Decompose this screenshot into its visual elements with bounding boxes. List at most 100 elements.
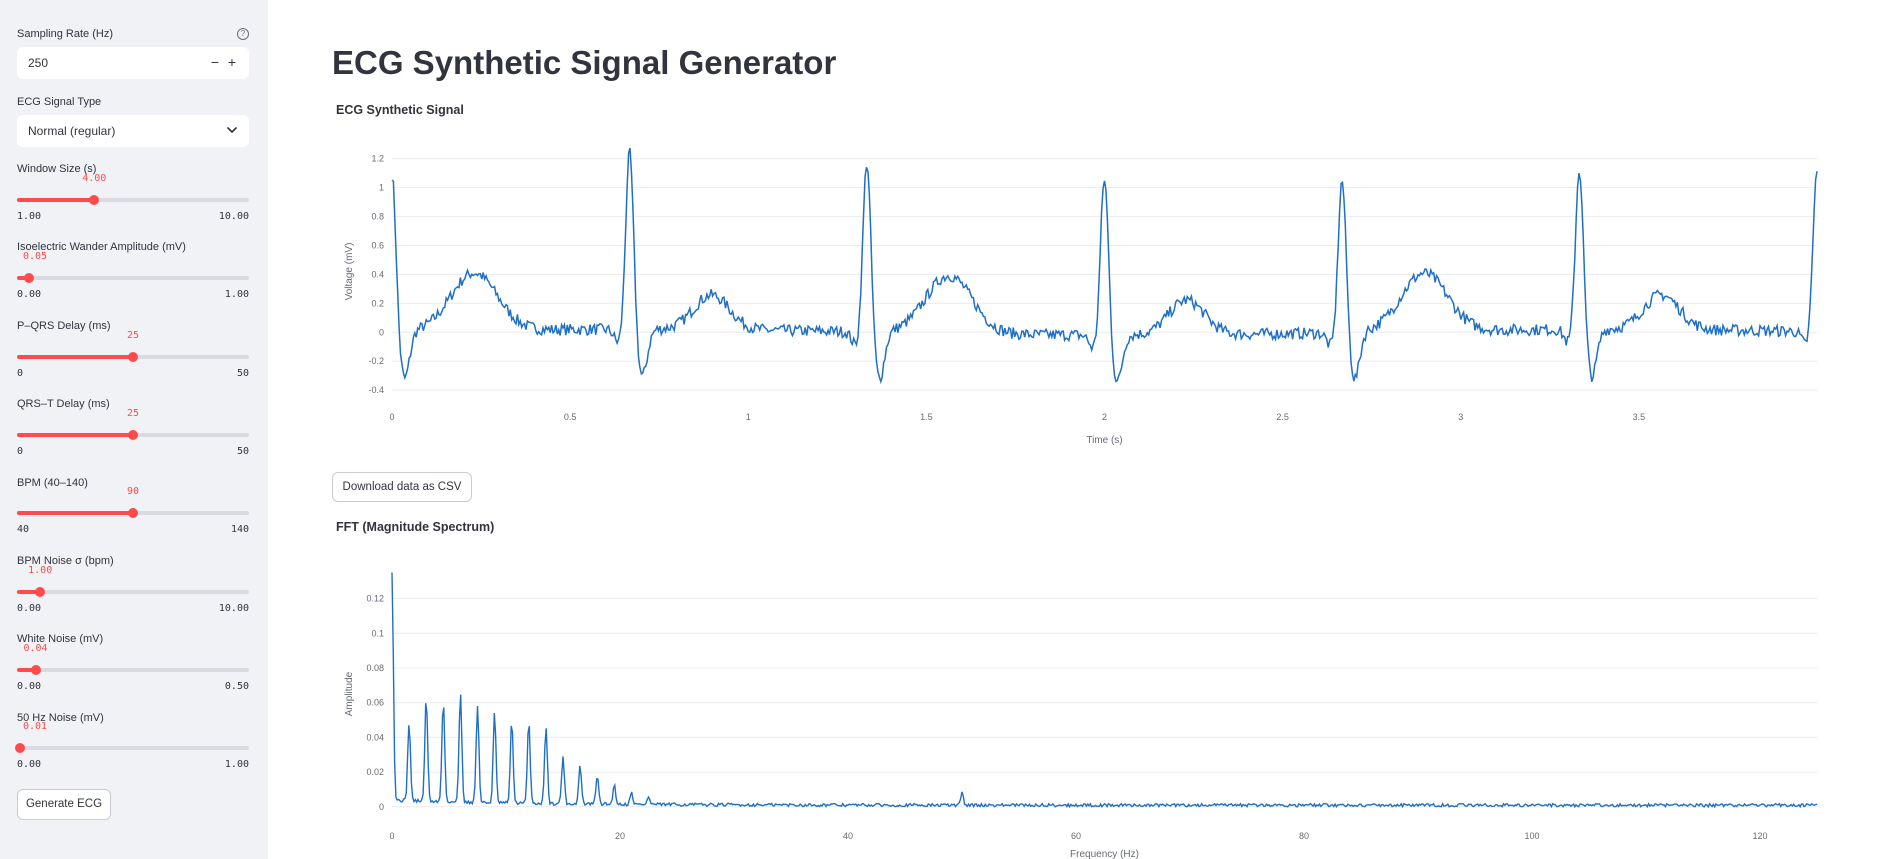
slider-label: P–QRS Delay (ms) <box>17 320 111 332</box>
y-tick-label: 1.2 <box>371 154 384 164</box>
y-tick-label: -0.2 <box>368 356 384 366</box>
slider-min: 0.00 <box>17 681 42 692</box>
slider-label: QRS–T Delay (ms) <box>17 398 110 410</box>
x-tick-label: 2.5 <box>1276 412 1289 422</box>
slider-fill <box>17 590 41 594</box>
slider-thumb[interactable] <box>128 430 138 440</box>
fft-series-line <box>391 572 1818 809</box>
slider-thumb[interactable] <box>23 273 34 283</box>
x-tick-label: 60 <box>1071 831 1081 841</box>
slider-label: BPM (40–140) <box>17 477 88 489</box>
slider-fill <box>17 433 133 437</box>
slider[interactable]: 0.01 0.00 1.00 <box>15 721 249 775</box>
slider-label: Window Size (s) <box>17 163 97 175</box>
sidebar: Sampling Rate (Hz) ? 250 − + ECG Signal … <box>0 0 268 859</box>
slider-max: 0.50 <box>224 681 249 692</box>
slider-thumb[interactable] <box>128 508 138 518</box>
slider-label: White Noise (mV) <box>17 633 104 645</box>
y-tick-label: 0.12 <box>366 594 384 604</box>
y-tick-label: 0.06 <box>366 698 384 708</box>
slider[interactable]: 4.00 1.00 10.00 <box>17 173 249 227</box>
slider-track[interactable] <box>17 198 249 202</box>
y-tick-label: 0.1 <box>371 628 384 638</box>
slider[interactable]: 25 0 50 <box>17 408 249 462</box>
ecg-chart-title: ECG Synthetic Signal <box>336 103 464 117</box>
slider[interactable]: 1.00 0.00 10.00 <box>17 565 249 619</box>
generate-ecg-button[interactable]: Generate ECG <box>17 789 111 820</box>
download-csv-button[interactable]: Download data as CSV <box>332 472 472 502</box>
slider-max: 1.00 <box>224 759 249 770</box>
sampling-rate-label: Sampling Rate (Hz) <box>17 28 113 40</box>
fft-chart-title: FFT (Magnitude Spectrum) <box>336 520 495 534</box>
slider-fill <box>17 668 36 672</box>
slider-value: 25 <box>126 330 140 341</box>
slider-min: 1.00 <box>17 211 42 222</box>
y-tick-label: 0.02 <box>366 767 384 777</box>
x-tick-label: 80 <box>1299 831 1309 841</box>
slider-fill <box>17 355 133 359</box>
slider-min: 0.00 <box>17 759 42 770</box>
slider-value: 1.00 <box>28 565 53 576</box>
slider-min: 0.00 <box>17 603 42 614</box>
x-tick-label: 2 <box>1102 412 1107 422</box>
slider-min: 40 <box>17 524 30 535</box>
slider-value: 90 <box>126 486 140 497</box>
sampling-rate-input[interactable]: 250 − + <box>17 47 249 79</box>
slider-max: 50 <box>236 368 249 379</box>
signal-type-label: ECG Signal Type <box>17 96 102 108</box>
slider-track[interactable] <box>17 590 249 594</box>
slider-track[interactable] <box>17 746 249 750</box>
slider-track[interactable] <box>17 668 249 672</box>
slider-label: BPM Noise σ (bpm) <box>17 555 114 567</box>
y-tick-label: 0.2 <box>371 298 384 308</box>
slider-thumb[interactable] <box>15 743 25 753</box>
slider-value: 4.00 <box>82 173 107 184</box>
slider-min: 0 <box>17 368 24 379</box>
x-tick-label: 1 <box>746 412 751 422</box>
x-tick-label: 0.5 <box>564 412 577 422</box>
slider[interactable]: 0.04 0.00 0.50 <box>17 643 249 697</box>
x-tick-label: 3.5 <box>1633 412 1646 422</box>
y-axis-title: Voltage (mV) <box>344 243 355 301</box>
slider-min: 0.00 <box>17 289 42 300</box>
y-tick-label: 0.04 <box>366 732 384 742</box>
x-axis-title: Frequency (Hz) <box>1070 849 1139 859</box>
sampling-rate-value[interactable]: 250 <box>28 56 49 70</box>
y-tick-label: -0.4 <box>368 385 384 395</box>
slider-thumb[interactable] <box>35 587 46 597</box>
signal-type-value: Normal (regular) <box>28 124 116 138</box>
slider-max: 10.00 <box>218 211 249 222</box>
fft-chart: 0 0.02 0.04 0.06 0.08 0.1 0.12 0 20 40 60 80 100 120 F… <box>344 572 1818 859</box>
slider-max: 50 <box>236 446 249 457</box>
slider-label: Isoelectric Wander Amplitude (mV) <box>17 241 186 253</box>
slider-min: 0 <box>17 446 24 457</box>
y-tick-label: 0.4 <box>371 269 384 279</box>
slider-thumb[interactable] <box>128 352 138 362</box>
increment-button[interactable]: + <box>227 54 237 70</box>
slider-thumb[interactable] <box>30 665 41 675</box>
x-tick-label: 0 <box>389 831 394 841</box>
x-tick-label: 1.5 <box>920 412 933 422</box>
slider-value: 0.01 <box>22 721 48 732</box>
y-tick-label: 0.6 <box>371 240 384 250</box>
slider-label: 50 Hz Noise (mV) <box>17 712 104 724</box>
slider-track[interactable] <box>17 276 249 280</box>
x-tick-label: 0 <box>389 412 394 422</box>
slider-value: 0.05 <box>22 251 48 262</box>
x-axis-title: Time (s) <box>1086 435 1122 446</box>
signal-type-select[interactable]: Normal (regular) <box>17 115 249 147</box>
x-tick-label: 3 <box>1458 412 1463 422</box>
slider-fill <box>17 198 95 202</box>
slider[interactable]: 25 0 50 <box>17 330 249 384</box>
slider-max: 10.00 <box>218 603 249 614</box>
slider[interactable]: 0.05 0.00 1.00 <box>17 251 249 305</box>
slider-max: 1.00 <box>224 289 249 300</box>
slider[interactable]: 90 40 140 <box>17 486 249 540</box>
y-tick-label: 0.08 <box>366 663 384 673</box>
slider-thumb[interactable] <box>89 195 100 205</box>
decrement-button[interactable]: − <box>210 54 220 70</box>
x-tick-label: 120 <box>1752 831 1767 841</box>
slider-max: 140 <box>230 524 249 535</box>
ecg-series-line <box>391 147 1818 385</box>
help-icon[interactable]: ? <box>237 28 249 40</box>
